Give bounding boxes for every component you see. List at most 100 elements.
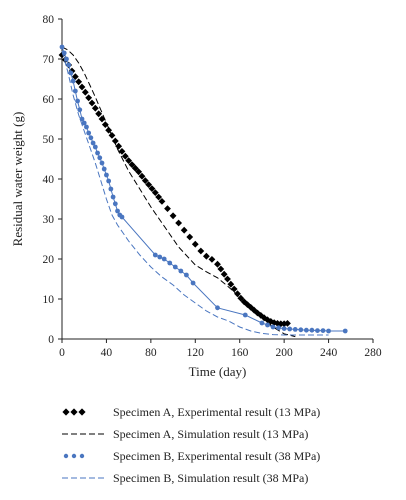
series-2 xyxy=(61,46,296,338)
series-3-point xyxy=(84,124,89,130)
series-1-point xyxy=(230,285,238,293)
series-1-point xyxy=(101,121,109,128)
series-3-point xyxy=(172,264,178,270)
series-layer xyxy=(58,44,348,338)
series-1-point xyxy=(284,320,291,327)
series-1-point xyxy=(125,157,133,164)
series-1-point xyxy=(197,247,205,255)
legend-entry-4: Specimen B, Simulation result (38 MPa) xyxy=(62,471,308,485)
legend-marker xyxy=(62,408,70,416)
series-3-point xyxy=(287,326,293,332)
series-4 xyxy=(61,50,329,336)
y-ticks: 0 10 20 30 40 50 60 70 80 xyxy=(43,14,62,346)
series-3-point xyxy=(101,166,107,172)
x-tick-label: 240 xyxy=(320,347,338,359)
series-1-point xyxy=(121,152,129,160)
series-3-point xyxy=(99,160,105,166)
series-1-point xyxy=(234,290,241,298)
series-3-point xyxy=(106,178,112,184)
series-3-point xyxy=(157,254,163,260)
series-1-point xyxy=(105,126,113,134)
series-1-point xyxy=(227,280,235,288)
series-1-point xyxy=(224,275,231,283)
series-3-point xyxy=(281,326,287,331)
series-3-point xyxy=(298,327,304,333)
legend-marker xyxy=(79,453,85,459)
series-1-point xyxy=(91,104,99,112)
series-1-point xyxy=(191,240,199,248)
legend-entry-3: Specimen B, Experimental result (38 MPa) xyxy=(63,449,320,463)
series-3-point xyxy=(315,328,320,333)
series-1-point xyxy=(85,94,93,102)
series-3-point xyxy=(167,260,173,266)
series-3-point xyxy=(320,328,326,333)
series-1-point xyxy=(148,185,156,192)
y-tick-label: 30 xyxy=(43,214,55,226)
series-1-point xyxy=(208,256,216,263)
series-3-point xyxy=(161,256,167,262)
series-1-point xyxy=(71,73,79,80)
series-3-point xyxy=(292,327,298,332)
series-3-point xyxy=(184,272,189,278)
series-1-point xyxy=(118,148,126,155)
series-1-point xyxy=(214,260,221,268)
legend-marker xyxy=(71,453,77,459)
series-1-point xyxy=(145,181,153,188)
y-tick-label: 10 xyxy=(43,294,55,306)
series-3-point xyxy=(215,305,220,311)
series-3-point xyxy=(75,98,80,104)
series-3-point xyxy=(97,155,103,161)
y-tick-label: 40 xyxy=(43,174,55,186)
series-1-point xyxy=(175,219,183,227)
series-4-line xyxy=(61,50,329,336)
series-3-point xyxy=(190,280,196,286)
series-3-point xyxy=(178,268,184,274)
series-1-point xyxy=(186,233,194,241)
series-3-point xyxy=(108,186,114,192)
legend-marker xyxy=(78,408,86,416)
series-1-point xyxy=(220,270,228,278)
series-3 xyxy=(59,44,348,334)
series-1-point xyxy=(81,88,89,96)
legend-label: Specimen B, Simulation result (38 MPa) xyxy=(113,471,308,485)
y-tick-label: 60 xyxy=(43,94,55,106)
x-tick-label: 0 xyxy=(59,347,65,359)
series-3-line xyxy=(61,46,346,332)
series-1-point xyxy=(138,172,146,180)
series-1-point xyxy=(111,137,119,145)
legend-entry-2: Specimen A, Simulation result (13 MPa) xyxy=(62,427,308,441)
series-1-point xyxy=(202,252,210,260)
series-1-point xyxy=(128,161,136,168)
series-1-point xyxy=(169,212,177,220)
series-1-point xyxy=(115,142,123,150)
legend: Specimen A, Experimental result (13 MPa)… xyxy=(62,405,320,485)
series-1-point xyxy=(180,226,188,234)
series-3-point xyxy=(110,194,116,200)
series-1-point xyxy=(78,83,86,91)
series-3-point xyxy=(112,201,118,207)
series-3-point xyxy=(88,135,94,141)
x-tick-label: 40 xyxy=(101,347,113,359)
series-3-point xyxy=(59,44,65,50)
y-tick-label: 70 xyxy=(43,54,55,66)
x-ticks: 0 40 80 120 160 200 240 280 xyxy=(59,339,382,359)
series-3-point xyxy=(90,140,96,146)
series-1-point xyxy=(75,78,83,86)
legend-label: Specimen A, Simulation result (13 MPa) xyxy=(113,427,308,441)
series-1-point xyxy=(88,99,96,107)
series-3-point xyxy=(115,208,120,214)
series-3-point xyxy=(326,328,331,334)
series-3-point xyxy=(152,252,158,258)
series-3-point xyxy=(342,328,348,334)
series-3-point xyxy=(92,144,98,150)
legend-marker xyxy=(70,408,78,416)
series-1-point xyxy=(164,205,171,212)
series-1-point xyxy=(155,193,163,201)
series-3-point xyxy=(79,116,85,122)
series-1-point xyxy=(141,177,149,184)
legend-entry-1: Specimen A, Experimental result (13 MPa) xyxy=(62,405,320,419)
x-tick-label: 280 xyxy=(364,347,382,359)
x-axis-title: Time (day) xyxy=(189,364,247,379)
